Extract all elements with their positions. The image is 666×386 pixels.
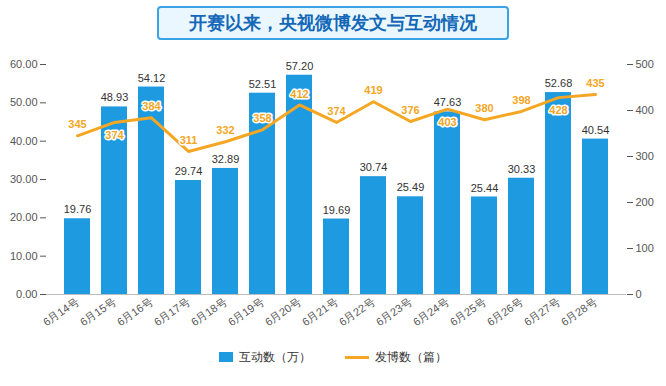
- svg-text:300: 300: [636, 150, 654, 162]
- svg-text:100: 100: [636, 242, 654, 254]
- svg-text:0: 0: [636, 288, 642, 300]
- svg-text:6月26号: 6月26号: [485, 295, 525, 328]
- svg-text:30.74: 30.74: [360, 161, 388, 173]
- svg-text:435: 435: [586, 77, 604, 89]
- svg-text:25.49: 25.49: [397, 181, 425, 193]
- svg-text:412: 412: [290, 88, 308, 100]
- svg-text:48.93: 48.93: [101, 91, 129, 103]
- svg-text:380: 380: [475, 102, 493, 114]
- svg-text:428: 428: [549, 104, 567, 116]
- svg-text:40.00: 40.00: [10, 135, 38, 147]
- svg-text:376: 376: [401, 104, 419, 116]
- svg-text:358: 358: [253, 112, 271, 124]
- svg-text:374: 374: [327, 105, 346, 117]
- svg-text:6月24号: 6月24号: [411, 295, 451, 328]
- svg-text:0.00: 0.00: [16, 288, 37, 300]
- svg-text:40.54: 40.54: [582, 124, 610, 136]
- svg-text:403: 403: [438, 116, 456, 128]
- html-text:开赛以来，央视微博发文与互动情况: 开赛以来，央视微博发文与互动情况: [189, 13, 477, 33]
- svg-text:52.51: 52.51: [249, 78, 277, 90]
- svg-text:47.63: 47.63: [434, 96, 462, 108]
- svg-text:6月14号: 6月14号: [41, 295, 81, 328]
- svg-text:345: 345: [68, 118, 86, 130]
- svg-text:52.68: 52.68: [545, 77, 573, 89]
- html-text:互动数（万）: 互动数（万）: [239, 349, 311, 364]
- svg-text:398: 398: [512, 94, 530, 106]
- svg-text:400: 400: [636, 104, 654, 116]
- svg-text:6月23号: 6月23号: [374, 295, 414, 328]
- svg-text:25.44: 25.44: [471, 182, 499, 194]
- svg-text:54.12: 54.12: [138, 72, 166, 84]
- svg-text:332: 332: [216, 124, 234, 136]
- svg-text:500: 500: [636, 58, 654, 70]
- svg-text:19.76: 19.76: [64, 203, 92, 215]
- svg-text:19.69: 19.69: [323, 204, 351, 216]
- svg-text:6月22号: 6月22号: [337, 295, 377, 328]
- svg-text:419: 419: [364, 84, 382, 96]
- svg-text:10.00: 10.00: [10, 250, 38, 262]
- svg-text:30.33: 30.33: [508, 163, 536, 175]
- svg-text:29.74: 29.74: [175, 165, 203, 177]
- svg-text:6月17号: 6月17号: [152, 295, 192, 328]
- svg-text:6月19号: 6月19号: [226, 295, 266, 328]
- svg-text:6月27号: 6月27号: [522, 295, 562, 328]
- svg-text:20.00: 20.00: [10, 211, 38, 223]
- svg-text:6月25号: 6月25号: [448, 295, 488, 328]
- svg-text:6月16号: 6月16号: [115, 295, 155, 328]
- svg-text:50.00: 50.00: [10, 96, 38, 108]
- svg-text:57.20: 57.20: [286, 60, 314, 72]
- svg-text:6月18号: 6月18号: [189, 295, 229, 328]
- svg-text:32.89: 32.89: [212, 153, 240, 165]
- svg-text:6月20号: 6月20号: [263, 295, 303, 328]
- svg-text:60.00: 60.00: [10, 58, 38, 70]
- svg-text:30.00: 30.00: [10, 173, 38, 185]
- svg-text:200: 200: [636, 196, 654, 208]
- svg-text:311: 311: [180, 134, 198, 146]
- svg-text:374: 374: [105, 129, 124, 141]
- svg-text:384: 384: [142, 100, 161, 112]
- svg-text:6月28号: 6月28号: [559, 295, 599, 328]
- html-text:发博数（篇）: 发博数（篇）: [375, 349, 447, 364]
- svg-text:6月15号: 6月15号: [78, 295, 118, 328]
- svg-text:6月21号: 6月21号: [300, 295, 340, 328]
